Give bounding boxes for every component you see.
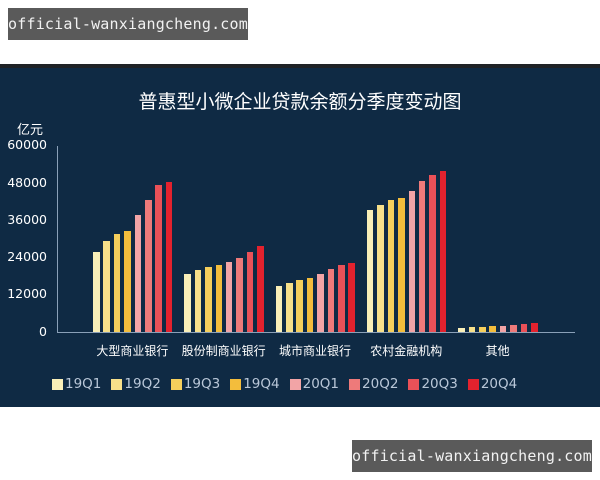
legend-label: 20Q2 [362,376,399,392]
bar-19q1 [93,252,100,332]
y-axis-line [57,146,58,332]
watermark-top: official-wanxiangcheng.com [8,8,248,40]
legend-swatch-icon [349,378,361,390]
legend-swatch-icon [52,378,63,390]
bar-19q2 [194,270,202,332]
legend-label: 19Q1 [65,376,102,392]
bar-20q1 [134,215,142,332]
legend-swatch-icon [111,378,123,390]
y-tick-label: 24000 [7,249,47,265]
bar-20q3 [246,252,254,332]
x-axis-line [57,331,575,334]
legend-item-20q2[interactable]: 20Q2 [349,376,398,392]
bar-19q4 [306,277,314,332]
bar-19q2 [468,327,476,332]
bar-20q2 [236,258,243,332]
bar-20q1 [408,190,415,332]
legend-label: 20Q4 [480,376,518,392]
legend-label: 19Q4 [243,376,280,392]
y-tick-label: 12000 [7,286,47,302]
legend-item-20q3[interactable]: 20Q3 [408,376,458,392]
bar-20q4 [165,181,173,332]
legend-label: 20Q3 [421,376,458,392]
legend-swatch-icon [467,378,479,390]
bar-19q3 [113,234,121,332]
watermark-bottom: official-wanxiangcheng.com [352,440,592,472]
bar-19q1 [275,285,283,332]
chart-panel: 普惠型小微企业贷款余额分季度变动图 亿元 0 12000 24000 36000 480… [0,64,600,407]
bar-20q2 [510,325,517,332]
legend-label: 20Q1 [302,376,340,392]
legend-swatch-icon [230,378,242,390]
x-category-label: 农村金融机构 [370,344,443,358]
bar-19q1 [458,327,465,332]
bar-19q1 [366,210,374,332]
legend-swatch-icon [289,378,301,390]
legend-item-19q4[interactable]: 19Q4 [230,376,280,392]
bar-20q3 [520,323,528,332]
legend-label: 19Q3 [183,376,221,392]
legend: 19Q1 19Q2 19Q3 19Q4 20Q1 20Q2 20Q3 20Q4 [52,376,527,392]
y-tick-label: 60000 [7,137,47,153]
bar-19q3 [296,280,303,332]
bar-19q4 [489,326,496,332]
legend-item-19q3[interactable]: 19Q3 [170,376,221,392]
bar-19q3 [205,267,212,332]
chart-title: 普惠型小微企业贷款余额分季度变动图 [138,91,462,113]
y-tick-label: 36000 [7,211,47,227]
bar-19q1 [184,273,191,332]
legend-swatch-icon [170,378,182,390]
bar-20q2 [327,268,335,332]
legend-label: 19Q2 [124,376,161,392]
bar-19q3 [479,326,486,332]
bar-20q4 [439,171,447,332]
bar-19q4 [124,231,131,332]
bar-20q4 [348,263,355,332]
bar-20q3 [429,174,436,332]
bar-19q2 [286,282,293,332]
x-category-label: 股份制商业银行 [181,344,266,358]
bar-20q2 [418,181,426,332]
bar-20q1 [499,325,507,332]
bar-20q4 [531,323,538,332]
y-axis-unit-label: 亿元 [17,123,44,138]
legend-item-20q1[interactable]: 20Q1 [289,376,340,392]
bar-19q4 [398,197,405,332]
legend-item-20q4[interactable]: 20Q4 [467,376,518,392]
bar-20q3 [338,265,345,332]
x-category-label: 城市商业银行 [278,344,351,358]
bar-20q2 [145,199,152,332]
y-tick-label: 48000 [7,174,47,190]
bar-20q3 [155,185,162,332]
bar-20q1 [225,262,233,332]
y-tick-label: 0 [39,323,47,339]
legend-item-19q2[interactable]: 19Q2 [111,376,161,392]
x-category-label: 大型商业银行 [96,344,169,358]
x-category-label: 其他 [485,344,510,358]
bar-19q2 [103,240,110,332]
bar-20q4 [257,245,264,332]
legend-item-19q1[interactable]: 19Q1 [52,376,101,392]
bar-19q3 [387,200,395,332]
bar-19q2 [377,205,384,332]
bar-20q1 [317,274,324,332]
legend-swatch-icon [408,378,420,390]
bar-19q4 [215,264,222,332]
